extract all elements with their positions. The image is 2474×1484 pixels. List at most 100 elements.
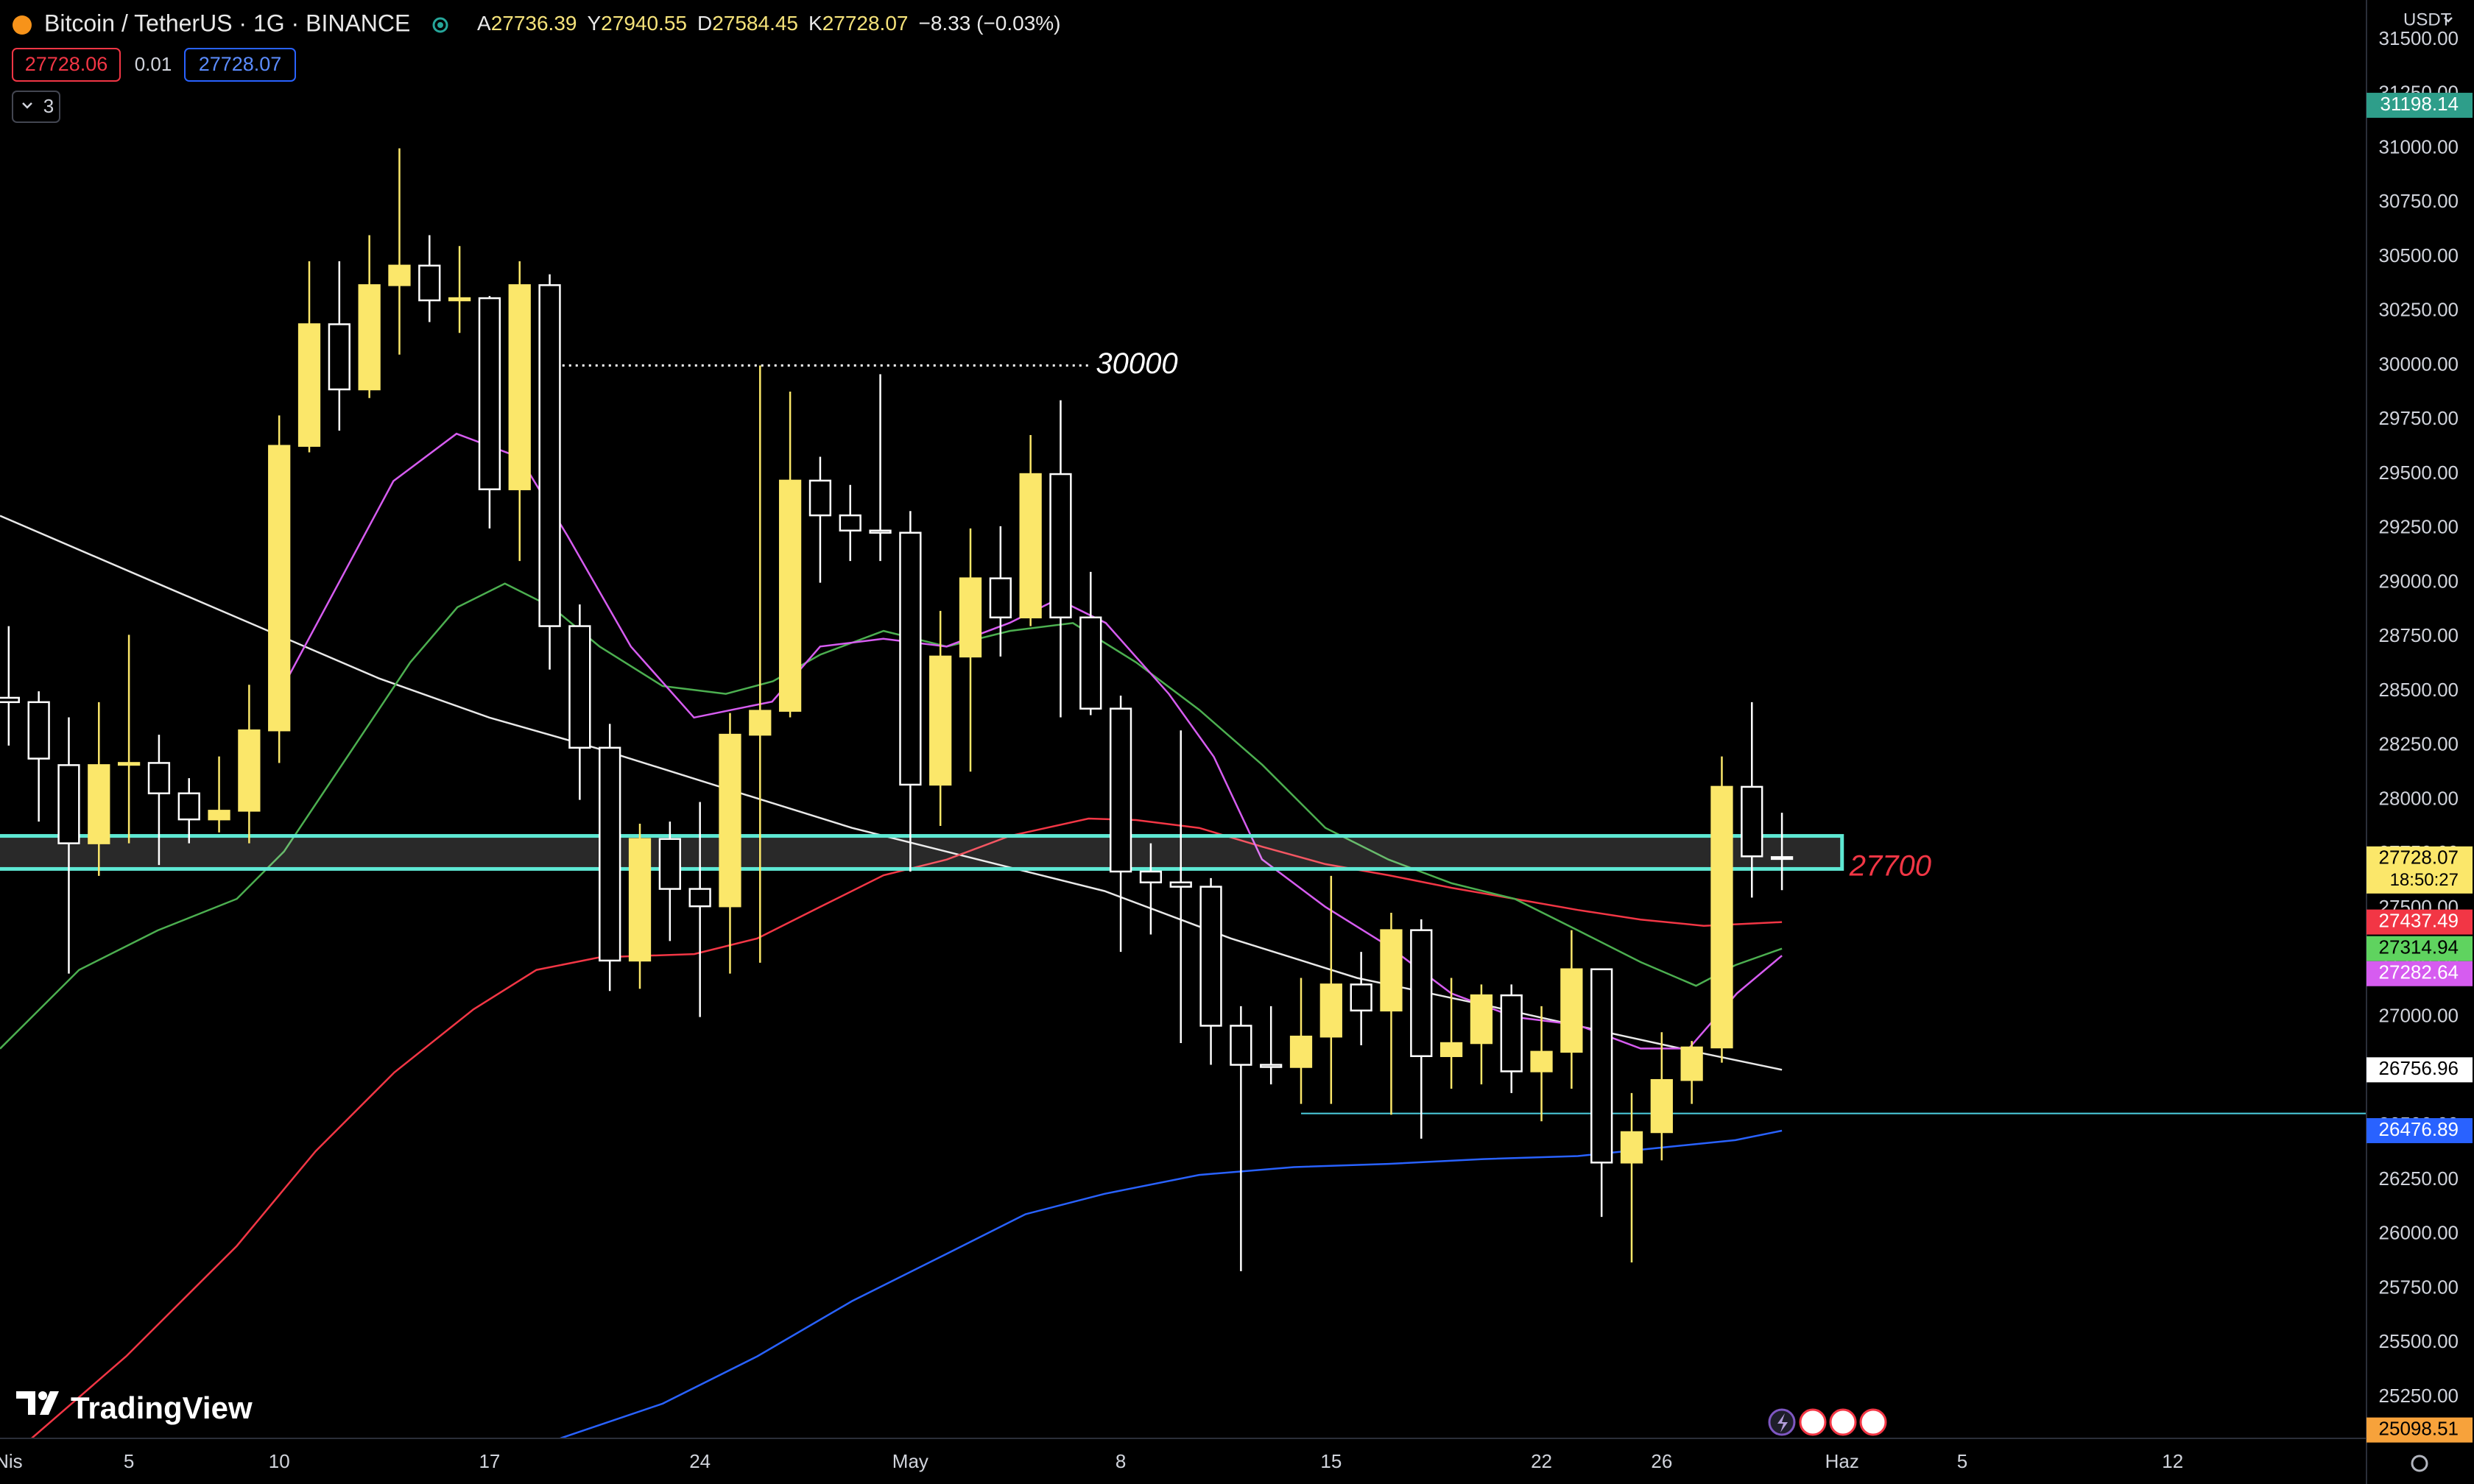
chevron-icon <box>2444 17 2453 23</box>
y-tick-label: 26250.00 <box>2379 1167 2459 1190</box>
candle-body <box>1079 616 1102 710</box>
x-tick-label: 22 <box>1531 1450 1552 1472</box>
x-tick-label: Haz <box>1825 1450 1859 1472</box>
countdown: 18:50:27 <box>2390 870 2459 890</box>
candle-body <box>658 838 681 890</box>
indicator-count[interactable]: 3 <box>43 95 54 117</box>
candle-body <box>1019 473 1042 619</box>
y-tick-label: 28750.00 <box>2379 624 2459 646</box>
x-tick-label: 15 <box>1320 1450 1342 1472</box>
y-tick-label: 25250.00 <box>2379 1385 2459 1407</box>
event-icon <box>1777 1413 1788 1432</box>
x-tick-label: 24 <box>689 1450 711 1472</box>
candle-body <box>778 479 802 712</box>
x-tick-label: 26 <box>1651 1450 1672 1472</box>
candle-body <box>1590 968 1613 1164</box>
zone-label: 27700 <box>1849 850 1931 883</box>
y-tick-label: 30000.00 <box>2379 353 2459 375</box>
y-tick-label: 26000.00 <box>2379 1222 2459 1244</box>
header: Bitcoin / TetherUS · 1G · BINANCE A27736… <box>12 10 2453 1472</box>
event-icon[interactable] <box>1829 1408 1857 1436</box>
ohlc-change: −8.33 (−0.03%) <box>918 12 1060 35</box>
candle-body <box>1109 707 1132 873</box>
bid-box[interactable] <box>12 48 121 82</box>
y-tick-label: 29750.00 <box>2379 407 2459 429</box>
event-icon[interactable] <box>1859 1408 1887 1436</box>
candle-body <box>1770 856 1794 861</box>
logo-mark <box>40 1391 59 1415</box>
candle-body <box>1350 983 1372 1012</box>
x-tick-label: 12 <box>2162 1450 2183 1472</box>
y-tick-label: 25750.00 <box>2379 1276 2459 1298</box>
logo: TradingView <box>16 1391 253 1425</box>
ohlc-key: A <box>477 12 491 35</box>
candle-body <box>1230 1025 1252 1066</box>
status-dot <box>432 17 448 33</box>
y-tick-label: 29500.00 <box>2379 462 2459 484</box>
coin-icon <box>13 15 32 35</box>
candle-body <box>929 655 952 786</box>
x-tick-label: 8 <box>1116 1450 1126 1472</box>
ohlc-key: Y <box>587 12 601 35</box>
ohlc-value: 27728.07 <box>822 12 909 35</box>
candle-body <box>1710 785 1733 1049</box>
y-tick-label: 28000.00 <box>2379 787 2459 809</box>
price-tag-label: 26756.96 <box>2379 1057 2459 1079</box>
x-tick-label: Nis <box>0 1450 23 1472</box>
candle-body <box>297 323 321 447</box>
candle-body <box>1319 983 1342 1038</box>
bid-price[interactable]: 27728.06 <box>25 53 108 75</box>
moving-average <box>0 582 1783 1050</box>
candle-body <box>568 625 591 749</box>
settings-icon[interactable] <box>2411 1455 2428 1472</box>
price-tag <box>2366 961 2473 986</box>
price-tag-label: 27314.94 <box>2379 936 2459 958</box>
candle-body <box>478 297 501 490</box>
chevron-icon <box>22 102 32 109</box>
ohlc-value: 27736.39 <box>491 12 577 35</box>
price-tag <box>2366 909 2473 935</box>
candle-body <box>1741 785 1763 858</box>
candle-body <box>57 764 80 844</box>
spread: 0.01 <box>135 53 172 75</box>
indicator-toggle[interactable] <box>12 91 60 123</box>
candle-body <box>238 729 261 812</box>
candle-body <box>1289 1035 1313 1068</box>
ask-box[interactable] <box>184 48 296 82</box>
level-label: 30000 <box>1096 347 1177 380</box>
ohlc-value: 27584.45 <box>712 12 798 35</box>
y-tick-label: 30250.00 <box>2379 299 2459 321</box>
candle-body <box>27 701 50 760</box>
price-tag-label: 26476.89 <box>2379 1118 2459 1140</box>
candle-body <box>1139 870 1163 883</box>
candle-body <box>1530 1050 1553 1073</box>
candle-body <box>1380 929 1403 1012</box>
candle-body <box>1439 1042 1463 1057</box>
y-tick-label: 31000.00 <box>2379 135 2459 158</box>
candle-body <box>959 577 982 658</box>
event-icon[interactable] <box>1799 1408 1827 1436</box>
candle-body <box>989 577 1012 619</box>
ohlc-value: 27940.55 <box>601 12 687 35</box>
y-tick-label: 28250.00 <box>2379 733 2459 755</box>
x-tick-label: May <box>892 1450 928 1472</box>
price-tag <box>2366 1117 2473 1143</box>
y-tick-label: 31500.00 <box>2379 27 2459 49</box>
y-tick-label: 29000.00 <box>2379 570 2459 592</box>
ohlc-legend: A27736.39 Y27940.55 D27584.45 K27728.07 −8.3… <box>477 12 1061 35</box>
candle-body <box>538 284 561 627</box>
price-tag <box>2366 846 2473 894</box>
candle-body <box>1199 886 1222 1027</box>
status-dot <box>437 22 443 28</box>
candle-body <box>1470 994 1493 1045</box>
y-tick-label: 29250.00 <box>2379 516 2459 538</box>
y-tick-label: 28500.00 <box>2379 679 2459 701</box>
candle-body <box>869 529 892 534</box>
candle-body <box>147 762 171 795</box>
candle-body <box>599 746 621 962</box>
currency[interactable]: USDT <box>2403 10 2452 29</box>
candle-body <box>448 297 471 302</box>
ask-price[interactable]: 27728.07 <box>199 53 282 75</box>
x-tick-label: 10 <box>269 1450 290 1472</box>
